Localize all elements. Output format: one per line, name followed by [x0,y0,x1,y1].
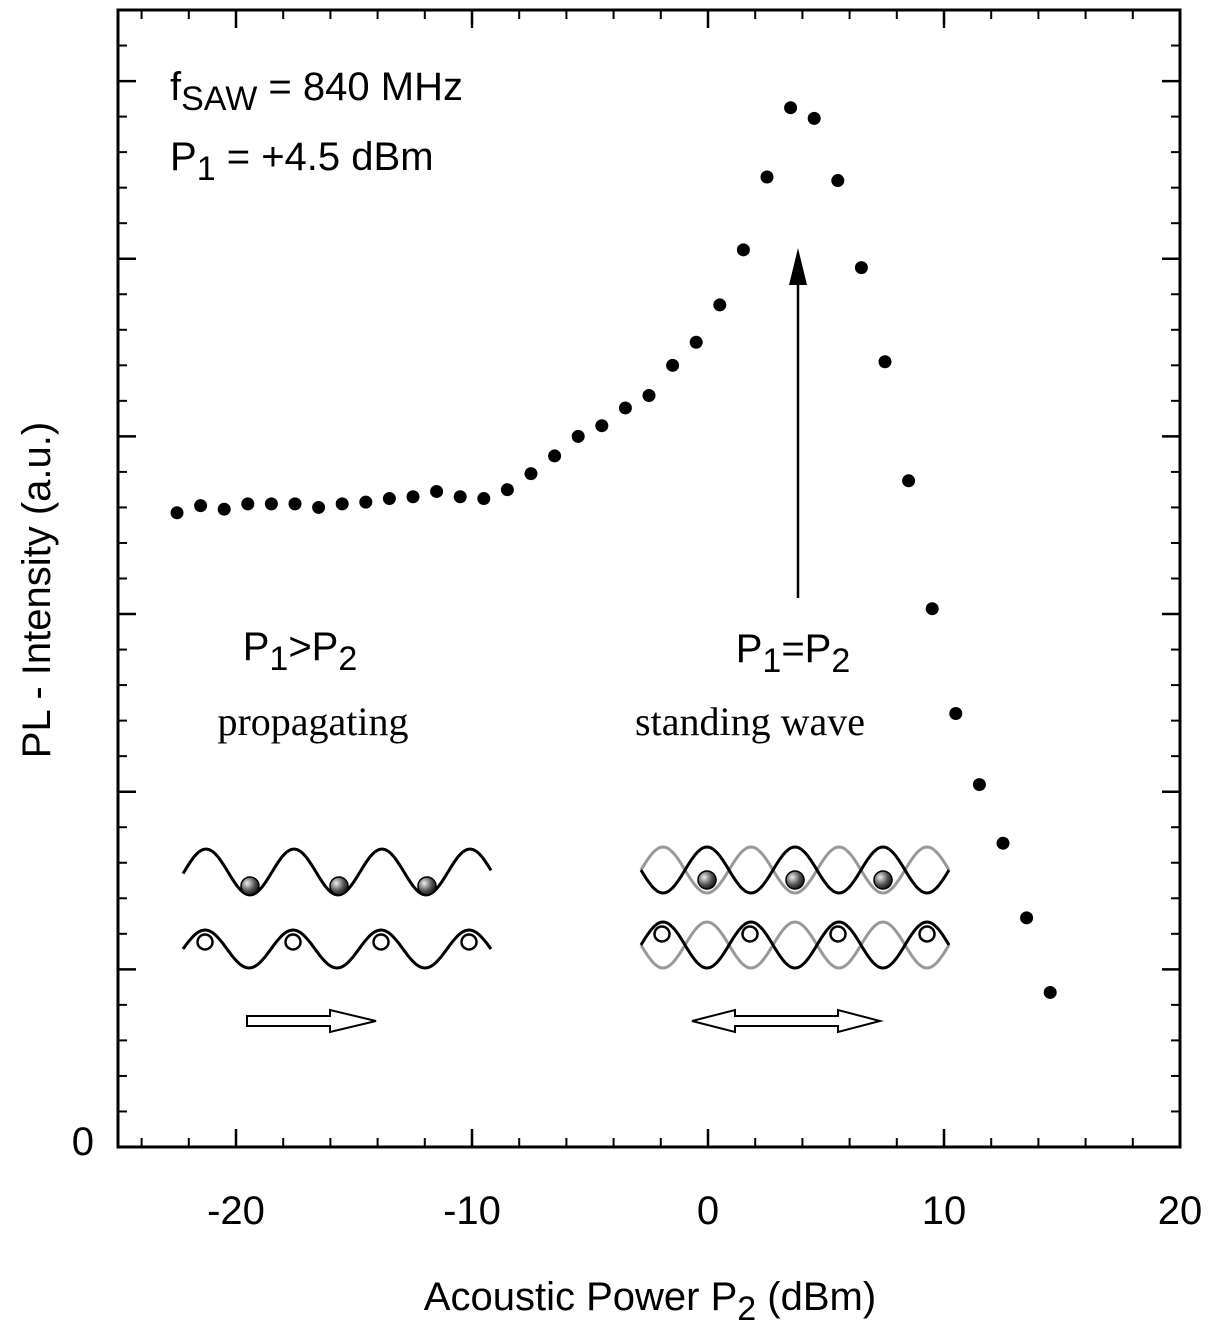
data-point [264,497,278,511]
label-part: propagating [217,699,408,744]
data-point [595,419,609,433]
data-point [170,506,184,520]
label-part: = 840 MHz [257,65,463,109]
arrow-head [789,248,807,285]
data-point [312,500,326,514]
x-tick-label: 10 [922,1189,967,1233]
data-point [241,497,255,511]
data-point [359,495,373,509]
annotation: P1=P2 [736,627,851,680]
data-point [736,243,750,257]
data-point [524,467,538,481]
data-point [477,492,491,506]
data-point [430,484,444,498]
subscript: 2 [338,640,357,678]
hole [653,925,671,943]
x-tick-label: -10 [443,1189,501,1233]
particle [240,876,260,896]
annotation: fSAW = 840 MHz [170,65,463,118]
data-point [500,483,514,497]
hole [460,933,478,951]
wave [639,920,951,970]
y-axis-title: PL - Intensity (a.u.) [15,422,59,758]
data-point [689,335,703,349]
particle [417,876,437,896]
data-point [194,499,208,513]
annotation: standing wave [635,699,865,744]
data-point [217,502,231,516]
right-arrow [246,1008,377,1034]
data-point [713,298,727,312]
data-point [453,490,467,504]
label-part: =P [781,627,831,671]
data-point [996,836,1010,850]
hole [741,925,759,943]
hole [372,933,390,951]
x-tick-label: -20 [207,1189,265,1233]
subscript: 2 [737,1290,756,1328]
data-point [382,492,396,506]
data-point [1020,911,1034,925]
subscript: SAW [181,80,257,118]
data-point [666,358,680,372]
x-axis-title: Acoustic Power P2 (dBm) [424,1275,876,1328]
data-point [335,497,349,511]
label-part: (dBm) [756,1275,876,1319]
data-point [642,389,656,403]
label-part: standing wave [635,699,865,744]
wave [181,928,493,970]
hole [829,925,847,943]
plot-frame [116,8,1182,1149]
hole [196,933,214,951]
data-point [618,401,632,415]
data-point [902,474,916,488]
data-point [406,490,420,504]
subscript: 1 [762,642,781,680]
data-point [972,778,986,792]
wave [639,845,951,895]
data-point [760,170,774,184]
data-point [288,497,302,511]
label-part: P [243,625,270,669]
data-point [1043,985,1057,999]
wave [639,845,951,895]
label-part: Acoustic Power P [424,1275,737,1319]
subscript: 1 [269,640,288,678]
data-point [548,449,562,463]
data-point [854,261,868,275]
particle [873,870,893,890]
wave [639,920,951,970]
annotation: propagating [217,699,408,744]
y-tick-label: 0 [72,1120,94,1164]
label-part: P [736,627,763,671]
label-part: >P [288,625,338,669]
particle [785,870,805,890]
x-tick-label: 20 [1158,1189,1203,1233]
label-part: = +4.5 dBm [216,135,434,179]
data-point [925,602,939,616]
x-tick-label: 0 [697,1189,719,1233]
data-point [784,101,798,115]
label-part: f [170,65,182,109]
annotation: P1>P2 [243,625,358,678]
hole [918,925,936,943]
particle [697,870,717,890]
label-part: P [170,135,197,179]
particle [329,876,349,896]
hole [284,933,302,951]
subscript: 1 [197,150,216,188]
schematics [181,248,951,1034]
data-point [831,174,845,188]
subscript: 2 [831,642,850,680]
annotation: P1 = +4.5 dBm [170,135,434,188]
data-point [807,111,821,125]
double-arrow [691,1008,884,1034]
data-point [949,707,963,721]
data-point [571,429,585,443]
data-point [878,355,892,369]
